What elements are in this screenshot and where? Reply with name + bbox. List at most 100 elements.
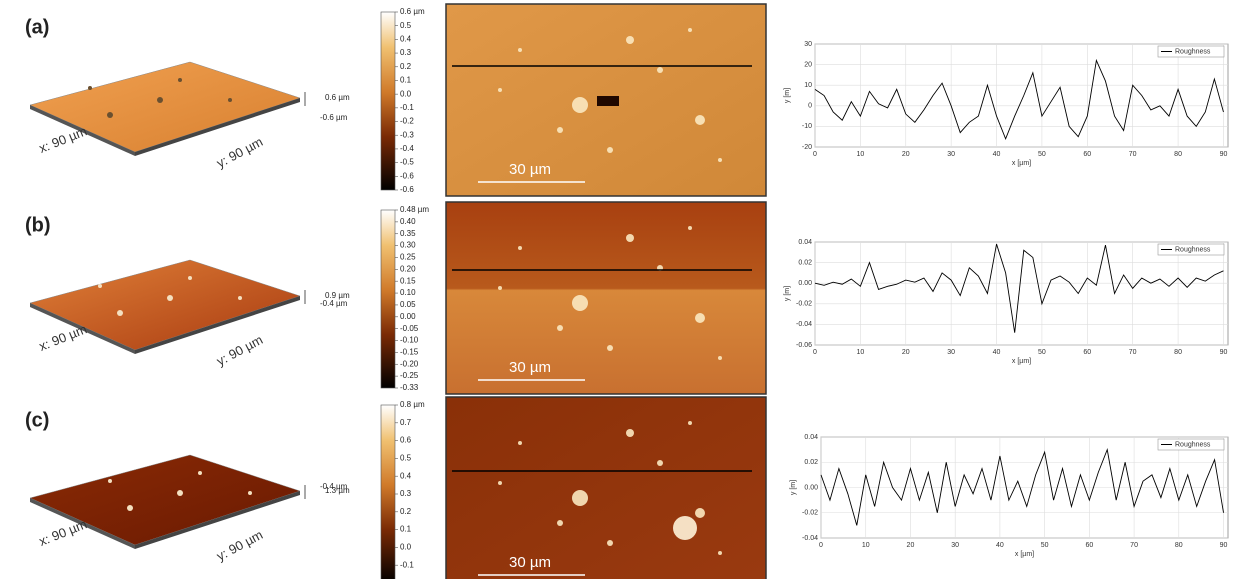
- afm-particle: [557, 127, 563, 133]
- afm-image: [445, 201, 767, 395]
- scale-bar-label: 30 µm: [509, 359, 551, 376]
- panel-label: (c): [25, 409, 49, 431]
- surface-side: [135, 491, 300, 549]
- afm-particle: [607, 540, 613, 546]
- surface-feature: [198, 471, 202, 475]
- surface-feature: [157, 97, 163, 103]
- afm-particle: [498, 286, 502, 290]
- colorbar: [380, 404, 396, 579]
- afm-pit: [597, 96, 619, 106]
- afm-particle: [557, 325, 563, 331]
- surface-feature: [228, 98, 232, 102]
- surface-feature: [178, 78, 182, 82]
- plot-area: [814, 241, 1229, 346]
- y-tick-label: 0.04: [798, 239, 812, 246]
- x-tick-label: 60: [1083, 349, 1091, 356]
- colorbar-label: -0.6: [400, 185, 414, 194]
- afm-particle: [695, 313, 705, 323]
- x-tick-label: 90: [1220, 349, 1228, 356]
- x-tick-label: 60: [1085, 542, 1093, 549]
- colorbar-label: 0.35: [400, 229, 416, 238]
- x-tick-label: 30: [947, 349, 955, 356]
- y-tick-label: 30: [804, 41, 812, 48]
- x-tick-label: 70: [1129, 349, 1137, 356]
- surface-side: [30, 498, 135, 549]
- surface-feature: [108, 479, 112, 483]
- colorbar-label: -0.4: [400, 144, 414, 153]
- x-tick-label: 0: [813, 349, 817, 356]
- y-tick-label: 10: [804, 82, 812, 89]
- surface-side: [30, 105, 135, 156]
- surface-side: [135, 296, 300, 354]
- colorbar-label: 0.0: [400, 89, 412, 98]
- colorbar-label: 0.25: [400, 253, 416, 262]
- x-axis-label: x [µm]: [1015, 551, 1034, 558]
- afm-particle: [607, 345, 613, 351]
- colorbar-label: 0.3: [400, 489, 412, 498]
- colorbar-label: -0.25: [400, 371, 419, 380]
- surface-feature: [107, 112, 113, 118]
- x-tick-label: 80: [1174, 349, 1182, 356]
- surface-z-min: -0.4 µm: [320, 299, 348, 308]
- colorbar-label: 0.1: [400, 76, 412, 85]
- y-tick-label: 0.02: [798, 259, 812, 266]
- afm-particle: [518, 48, 522, 52]
- colorbar-label: 0.6: [400, 436, 412, 445]
- legend: [1157, 45, 1225, 58]
- surface-z-max: 0.9 µm: [325, 291, 350, 300]
- legend-label: Roughness: [1175, 441, 1211, 448]
- surface-feature: [117, 310, 123, 316]
- surface-y-label: y: 90 µm: [214, 134, 265, 171]
- afm-particle: [607, 147, 613, 153]
- colorbar-label: -0.20: [400, 359, 419, 368]
- afm-particle: [572, 295, 588, 311]
- y-tick-label: 0: [808, 103, 812, 110]
- x-tick-label: 10: [856, 349, 864, 356]
- surface-x-label: x: 90 µm: [37, 123, 89, 156]
- y-tick-label: -0.02: [796, 301, 812, 308]
- x-tick-label: 70: [1129, 151, 1137, 158]
- surface-feature: [98, 284, 102, 288]
- x-tick-label: 80: [1175, 542, 1183, 549]
- surface-y-label: y: 90 µm: [214, 332, 265, 369]
- x-tick-label: 90: [1220, 151, 1228, 158]
- x-tick-label: 70: [1130, 542, 1138, 549]
- afm-particle: [688, 226, 692, 230]
- colorbar-label: 0.4: [400, 34, 412, 43]
- colorbar-label: 0.0: [400, 543, 412, 552]
- afm-particle: [718, 551, 722, 555]
- x-axis-label: x [µm]: [1012, 358, 1031, 365]
- surface-feature: [127, 505, 133, 511]
- y-tick-label: 0.02: [804, 459, 818, 466]
- afm-particle: [673, 516, 697, 540]
- x-tick-label: 20: [902, 151, 910, 158]
- surface-z-min: -0.6 µm: [320, 113, 348, 122]
- colorbar-label: 0.5: [400, 454, 412, 463]
- afm-particle: [688, 28, 692, 32]
- colorbar-label: -0.5: [400, 158, 414, 167]
- colorbar-label: -0.2: [400, 117, 414, 126]
- x-tick-label: 60: [1083, 151, 1091, 158]
- legend-label: Roughness: [1175, 48, 1211, 55]
- colorbar-label: 0.5: [400, 21, 412, 30]
- x-tick-label: 10: [862, 542, 870, 549]
- surface-y-label: y: 90 µm: [214, 527, 265, 564]
- colorbar-label: 0.2: [400, 507, 412, 516]
- x-tick-label: 10: [856, 151, 864, 158]
- afm-particle: [557, 520, 563, 526]
- roughness-line: [814, 243, 1224, 333]
- x-tick-label: 90: [1220, 542, 1228, 549]
- colorbar-label: -0.1: [400, 560, 414, 569]
- y-tick-label: 0.04: [804, 434, 818, 441]
- x-tick-label: 40: [993, 151, 1001, 158]
- surface-feature: [238, 296, 242, 300]
- colorbar-label: 0.20: [400, 264, 416, 273]
- panel-label: (a): [25, 16, 49, 38]
- x-tick-label: 80: [1174, 151, 1182, 158]
- scale-bar-label: 30 µm: [509, 161, 551, 178]
- colorbar-label: 0.30: [400, 241, 416, 250]
- x-tick-label: 30: [951, 542, 959, 549]
- afm-particle: [572, 97, 588, 113]
- afm-particle: [626, 429, 634, 437]
